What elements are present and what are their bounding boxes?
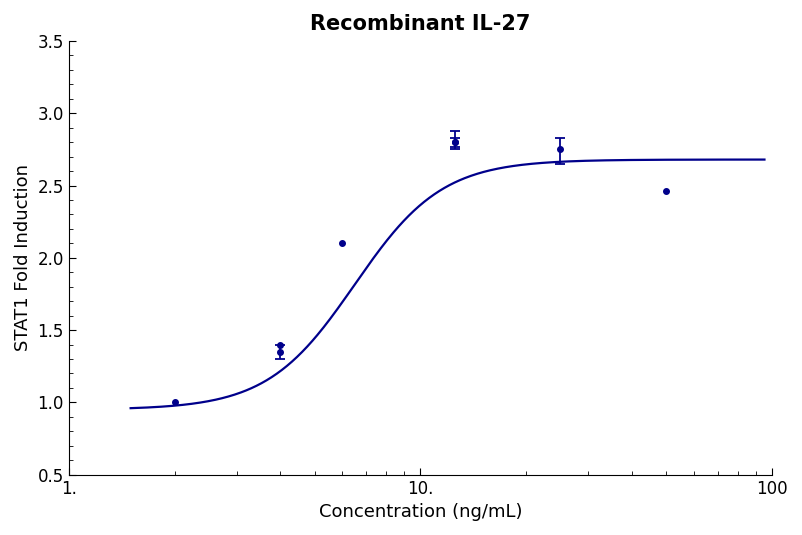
X-axis label: Concentration (ng/mL): Concentration (ng/mL) — [318, 503, 522, 521]
Y-axis label: STAT1 Fold Induction: STAT1 Fold Induction — [14, 164, 32, 351]
Title: Recombinant IL-27: Recombinant IL-27 — [310, 14, 531, 34]
